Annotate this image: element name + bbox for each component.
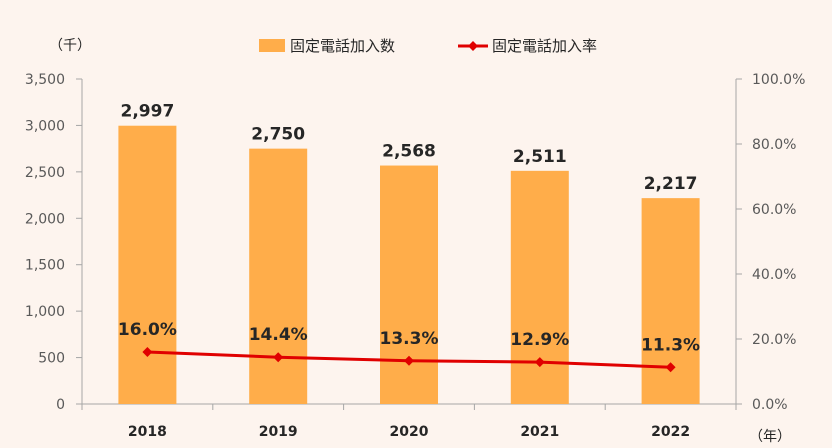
- y-right-tick-label: 0.0%: [752, 397, 788, 413]
- rate-point: [404, 355, 414, 366]
- legend-swatch-bar: [259, 39, 285, 52]
- axes-layer: 0 500 1,000 1,500 2,000 2,500 3,000 3,500 0.0% 20…: [25, 38, 805, 445]
- bar: [641, 198, 700, 404]
- y-left-tick-label: 2,500: [25, 165, 65, 181]
- legend-label-bar: 固定電話加入数: [290, 37, 395, 55]
- y-left-tick-label: 1,500: [25, 258, 65, 274]
- x-tick-label: 2020: [390, 424, 429, 440]
- y-right-tick-label: 40.0%: [752, 267, 796, 283]
- y-right-tick-label: 80.0%: [752, 137, 796, 153]
- rate-value-label: 16.0%: [118, 320, 177, 340]
- bar-value-label: 2,511: [513, 147, 567, 167]
- bars-layer: [118, 125, 700, 404]
- bar: [510, 170, 569, 404]
- bar-value-label: 2,217: [644, 174, 698, 194]
- line-layer: [142, 347, 676, 373]
- rate-value-label: 14.4%: [249, 325, 308, 345]
- y-left-tick-label: 500: [38, 351, 65, 367]
- rate-point: [273, 352, 284, 363]
- x-tick-label: 2021: [520, 424, 559, 440]
- bar: [249, 148, 308, 404]
- legend: 固定電話加入数 固定電話加入率: [259, 37, 597, 55]
- y-right-tick-label: 100.0%: [752, 72, 805, 88]
- bar: [380, 165, 438, 404]
- bar-value-label: 2,750: [251, 125, 305, 145]
- x-tick-label: 2022: [651, 424, 690, 440]
- x-tick-label: 2019: [259, 424, 298, 440]
- rate-point: [142, 347, 153, 357]
- y-left-tick-label: 3,000: [25, 118, 65, 134]
- rate-point: [665, 362, 676, 373]
- legend-label-line: 固定電話加入率: [492, 37, 597, 55]
- y-left-tick-label: 1,000: [25, 304, 65, 320]
- rate-value-label: 12.9%: [510, 330, 569, 350]
- bar-value-label: 2,568: [382, 142, 436, 162]
- y-left-unit-label: （千）: [49, 38, 91, 54]
- y-right-tick-label: 20.0%: [752, 332, 796, 348]
- rate-value-label: 13.3%: [380, 329, 439, 349]
- y-left-tick-label: 0: [56, 397, 65, 413]
- x-tick-label: 2018: [128, 424, 167, 440]
- labels-layer: 2,997 2,750 2,568 2,511 2,217 16.0% 14.4% 13.3%…: [118, 102, 700, 356]
- y-left-tick-label: 2,000: [25, 211, 65, 227]
- y-left-tick-label: 3,500: [25, 72, 65, 88]
- bar-value-label: 2,997: [121, 102, 175, 122]
- bar: [118, 125, 177, 404]
- rate-point: [534, 357, 545, 368]
- legend-swatch-marker: [468, 41, 478, 51]
- y-right-tick-label: 60.0%: [752, 202, 796, 218]
- rate-value-label: 11.3%: [641, 335, 700, 355]
- x-unit-label: （年）: [749, 429, 791, 445]
